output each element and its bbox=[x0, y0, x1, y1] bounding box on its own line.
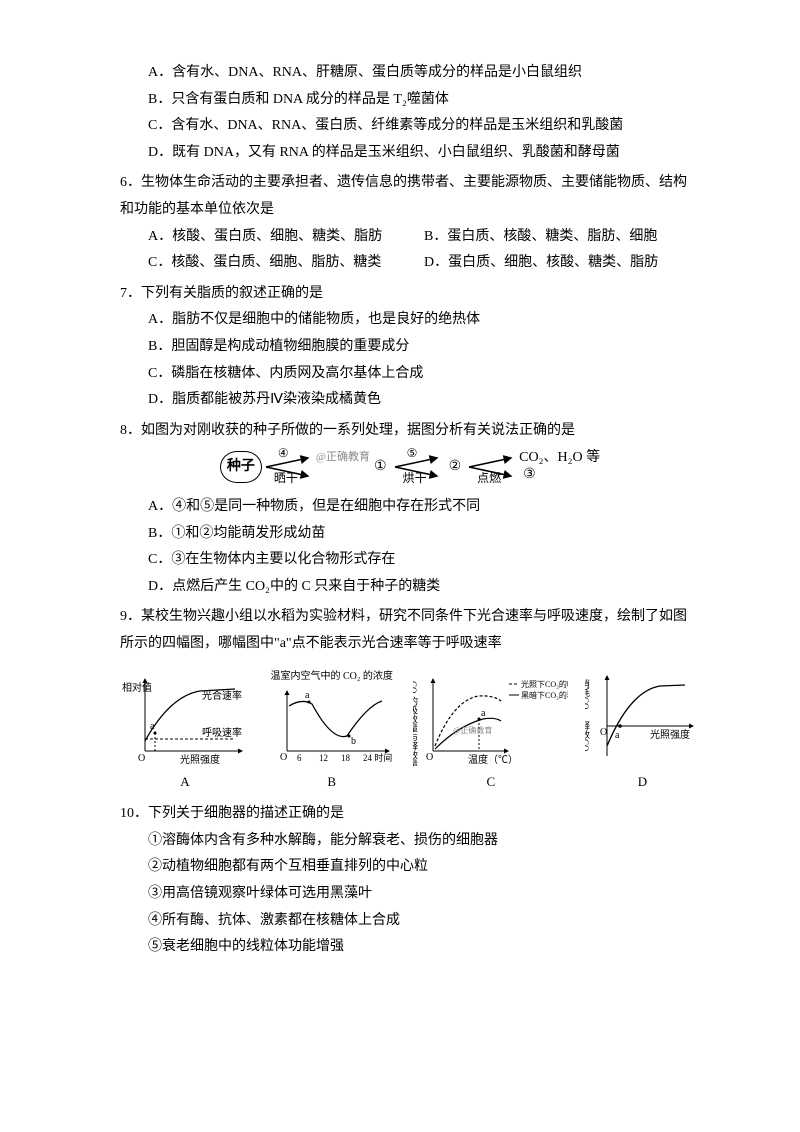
cha-ylabel: 相对值 bbox=[122, 681, 152, 694]
q6-option-d: D．蛋白质、细胞、核酸、糖类、脂肪 bbox=[424, 250, 700, 277]
d8-lbl-hong: 烘干 bbox=[403, 467, 427, 490]
q7-option-c: C．磷脂在核糖体、内质网及高尔基体上合成 bbox=[148, 361, 700, 388]
q10-s1: ①溶酶体内含有多种水解酶，能分解衰老、损伤的细胞器 bbox=[120, 828, 700, 855]
d8-seed: 种子 bbox=[220, 451, 262, 484]
q5-option-d: D．既有 DNA，又有 RNA 的样品是玉米组织、小白鼠组织、乳酸菌和酵母菌 bbox=[148, 140, 700, 167]
q8-option-d: D．点燃后产生 CO₂中的 C 只来自于种子的糖类 bbox=[148, 574, 700, 601]
q5-option-a: A．含有水、DNA、RNA、肝糖原、蛋白质等成分的样品是小白鼠组织 bbox=[148, 60, 700, 87]
d8-arrow-3: 点燃 bbox=[467, 452, 517, 482]
svg-text:b: b bbox=[351, 736, 356, 747]
svg-text:@正确教育: @正确教育 bbox=[453, 725, 492, 735]
q8-option-a: A．④和⑤是同一种物质，但是在细胞中存在形式不同 bbox=[148, 494, 700, 521]
svg-text:a: a bbox=[305, 690, 310, 701]
svg-text:a: a bbox=[615, 730, 620, 741]
svg-text:18: 18 bbox=[341, 753, 351, 763]
svg-text:CO₂的吸收量与释放量: CO₂的吸收量与释放量 bbox=[413, 681, 418, 766]
d8-lbl-5: ⑤ bbox=[407, 442, 418, 465]
q8-diagram: 种子 ④ 晒干 @正确教育 ① ⑤ 烘干 ② 点燃 bbox=[120, 444, 700, 494]
d8-n1: ① bbox=[374, 454, 387, 481]
d8-n2: ② bbox=[449, 454, 462, 481]
q7-option-d: D．脂质都能被苏丹Ⅳ染液染成橘黄色 bbox=[148, 387, 700, 414]
svg-text:12: 12 bbox=[319, 753, 328, 763]
svg-text:O: O bbox=[426, 752, 433, 763]
q8-option-c: C．③在生物体内主要以化合物形式存在 bbox=[148, 547, 700, 574]
svg-text:6: 6 bbox=[297, 753, 302, 763]
d8-lbl-4: ④ bbox=[278, 442, 289, 465]
svg-text:a: a bbox=[150, 721, 155, 732]
q5-option-c: C．含有水、DNA、RNA、蛋白质、纤维素等成分的样品是玉米组织和乳酸菌 bbox=[148, 113, 700, 140]
q9-stem: 9．某校生物兴趣小组以水稻为实验材料，研究不同条件下光合速率与呼吸速度，绘制了如… bbox=[120, 604, 700, 657]
q6-option-b: B．蛋白质、核酸、糖类、脂肪、细胞 bbox=[424, 224, 700, 251]
svg-text:消耗CO₂: 消耗CO₂ bbox=[585, 678, 590, 713]
d8-n3: ③ bbox=[523, 467, 536, 484]
svg-text:O: O bbox=[138, 753, 145, 764]
svg-text:光合速率: 光合速率 bbox=[202, 689, 242, 702]
d8-arrow-1: ④ 晒干 bbox=[264, 452, 314, 482]
d8-lbl-burn: 点燃 bbox=[477, 467, 501, 490]
d8-watermark: @正确教育 bbox=[316, 447, 370, 468]
q6-stem: 6．生物体生命活动的主要承担者、遗传信息的携带者、主要能源物质、主要储能物质、结… bbox=[120, 170, 700, 223]
q10-stem: 10．下列关于细胞器的描述正确的是 bbox=[120, 801, 700, 828]
q10-s4: ④所有酶、抗体、激素都在核糖体上合成 bbox=[120, 908, 700, 935]
q10-s2: ②动植物细胞都有两个互相垂直排列的中心粒 bbox=[120, 854, 700, 881]
chart-c-label: C bbox=[486, 770, 495, 795]
chart-d-label: D bbox=[638, 770, 647, 795]
d8-arrow-2: ⑤ 烘干 bbox=[393, 452, 443, 482]
q7-option-a: A．脂肪不仅是细胞中的储能物质，也是良好的绝热体 bbox=[148, 307, 700, 334]
chart-c: CO₂的吸收量与释放量 a 温度（℃） O 光照下CO₂的吸收量 黑暗下CO₂的… bbox=[413, 671, 568, 795]
q8-option-b: B．①和②均能萌发形成幼苗 bbox=[148, 521, 700, 548]
svg-text:光照强度: 光照强度 bbox=[650, 728, 690, 741]
svg-text:O: O bbox=[280, 752, 287, 763]
chart-d: 消耗CO₂ 释放CO₂ a O 光照强度 D bbox=[585, 671, 700, 795]
q9-charts: 相对值 a 光合速率 呼吸速率 O 光照强度 A 温室内空气中的 CO₂ 的浓度 bbox=[120, 667, 700, 795]
q6-option-a: A．核酸、蛋白质、细胞、糖类、脂肪 bbox=[148, 224, 424, 251]
svg-text:光照下CO₂的吸收量: 光照下CO₂的吸收量 bbox=[521, 679, 568, 689]
q10-s3: ③用高倍镜观察叶绿体可选用黑藻叶 bbox=[120, 881, 700, 908]
q10-s5: ⑤衰老细胞中的线粒体功能增强 bbox=[120, 934, 700, 961]
svg-text:呼吸速率: 呼吸速率 bbox=[202, 726, 242, 739]
chart-b: 温室内空气中的 CO₂ 的浓度 a b O 6 12 18 24 时间 B bbox=[267, 667, 397, 795]
svg-text:a: a bbox=[481, 708, 486, 719]
q6-option-c: C．核酸、蛋白质、细胞、脂肪、糖类 bbox=[148, 250, 424, 277]
svg-text:O: O bbox=[600, 727, 607, 738]
svg-text:黑暗下CO₂的释放量: 黑暗下CO₂的释放量 bbox=[521, 690, 568, 700]
svg-text:温度（℃）: 温度（℃） bbox=[468, 753, 518, 766]
q5-option-b: B．只含有蛋白质和 DNA 成分的样品是 T₂噬菌体 bbox=[148, 87, 700, 114]
q7-stem: 7．下列有关脂质的叙述正确的是 bbox=[120, 281, 700, 308]
svg-text:释放CO₂: 释放CO₂ bbox=[585, 720, 590, 755]
q7-option-b: B．胆固醇是构成动植物细胞膜的重要成分 bbox=[148, 334, 700, 361]
svg-text:光照强度: 光照强度 bbox=[180, 753, 220, 766]
chart-a: 相对值 a 光合速率 呼吸速率 O 光照强度 A bbox=[120, 671, 250, 795]
chart-b-label: B bbox=[327, 770, 336, 795]
chart-a-label: A bbox=[180, 770, 189, 795]
chb-title: 温室内空气中的 CO₂ 的浓度 bbox=[270, 667, 392, 686]
d8-right-top: CO₂、H₂O 等 bbox=[519, 450, 600, 467]
d8-lbl-shai: 晒干 bbox=[274, 467, 298, 490]
svg-text:24 时间: 24 时间 bbox=[363, 752, 392, 763]
q8-stem: 8．如图为对刚收获的种子所做的一系列处理，据图分析有关说法正确的是 bbox=[120, 418, 700, 445]
